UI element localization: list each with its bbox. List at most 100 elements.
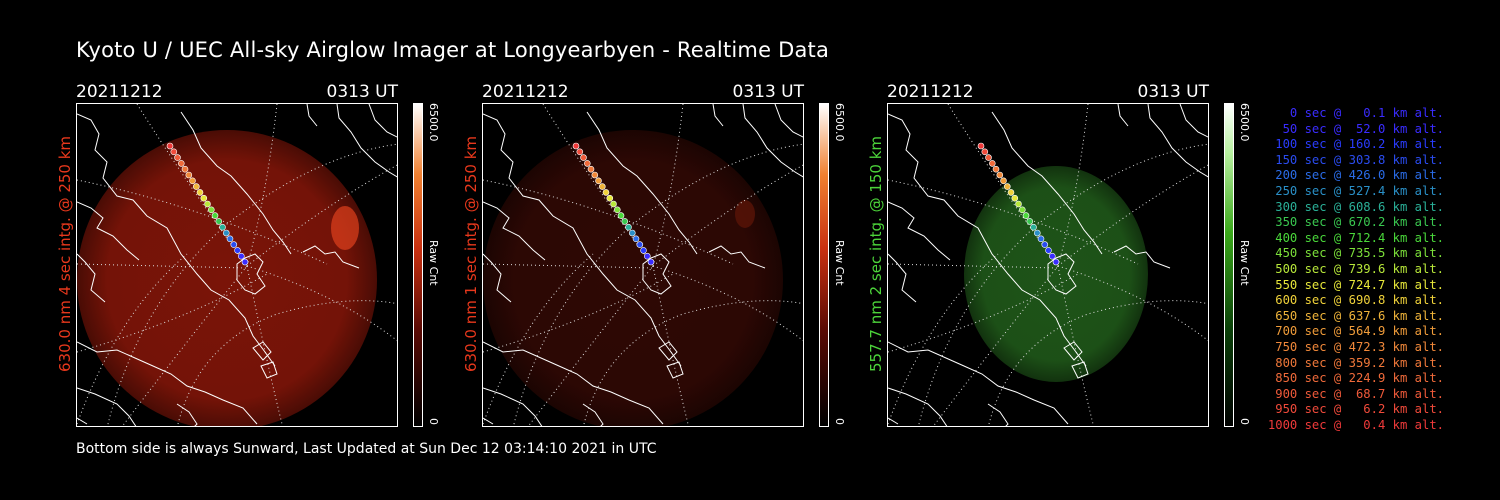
coastline bbox=[483, 201, 546, 261]
coastline bbox=[252, 341, 272, 361]
trajectory-point bbox=[230, 241, 238, 248]
panel-ylabel: 557.7 nm 2 sec intg. @ 150 km bbox=[867, 135, 885, 372]
coastline bbox=[888, 113, 1087, 367]
trajectory-point bbox=[223, 229, 230, 237]
trajectory-point bbox=[636, 241, 644, 248]
trajectory-point bbox=[992, 165, 1000, 173]
legend-entry: 900 sec @ 68.7 km alt. bbox=[1267, 386, 1444, 401]
legend-entry: 950 sec @ 6.2 km alt. bbox=[1267, 402, 1444, 417]
legend-entry: 600 sec @ 690.8 km alt. bbox=[1267, 293, 1444, 308]
panel-date: 20211212 bbox=[482, 82, 569, 102]
grid-line bbox=[917, 143, 1208, 426]
grid-line bbox=[483, 179, 734, 265]
coastline bbox=[180, 111, 292, 255]
coastline bbox=[368, 104, 397, 138]
trajectory-point bbox=[989, 160, 996, 167]
allsky-image bbox=[482, 103, 804, 427]
grid-line bbox=[483, 253, 594, 425]
grid-line bbox=[1057, 164, 1208, 267]
coastline bbox=[888, 341, 1069, 425]
coastline bbox=[483, 113, 682, 367]
legend-entry: 150 sec @ 303.8 km alt. bbox=[1267, 152, 1444, 167]
trajectory-point bbox=[640, 247, 647, 254]
airglow-region bbox=[77, 130, 377, 426]
panel-date: 20211212 bbox=[887, 82, 974, 102]
trajectory-point bbox=[584, 160, 591, 167]
trajectory-point bbox=[211, 212, 219, 219]
trajectory-point bbox=[1000, 177, 1007, 185]
trajectory-point bbox=[610, 200, 617, 208]
coastline bbox=[586, 111, 698, 255]
colorbar bbox=[413, 103, 423, 427]
panel-557-2sec: 20211212 0313 UT 557.7 nm 2 sec intg. @ 15… bbox=[867, 80, 1267, 430]
legend-entry: 800 sec @ 359.2 km alt. bbox=[1267, 355, 1444, 370]
trajectory-point bbox=[621, 218, 629, 225]
trajectory-point bbox=[1034, 229, 1041, 237]
grid-line bbox=[988, 300, 1208, 426]
coastline bbox=[260, 361, 278, 379]
grid-line bbox=[888, 263, 1059, 269]
trajectory-point bbox=[647, 258, 655, 266]
trajectory-point bbox=[996, 171, 1004, 179]
coastline bbox=[1047, 253, 1077, 295]
legend-entry: 700 sec @ 564.9 km alt. bbox=[1267, 324, 1444, 339]
trajectory-point bbox=[644, 252, 651, 260]
legend-entry: 400 sec @ 712.4 km alt. bbox=[1267, 230, 1444, 245]
trajectory-point bbox=[1052, 258, 1060, 266]
trajectory-point bbox=[580, 154, 587, 161]
trajectory-point bbox=[185, 171, 193, 179]
colorbar-min: 0 bbox=[833, 418, 846, 425]
allsky-image bbox=[887, 103, 1209, 427]
trajectory-point bbox=[1015, 200, 1022, 208]
grid-line bbox=[77, 263, 248, 269]
grid-line bbox=[947, 104, 1059, 267]
trajectory-point bbox=[599, 183, 606, 190]
coastline bbox=[991, 111, 1103, 255]
coastline bbox=[483, 253, 512, 303]
coastline bbox=[176, 403, 198, 426]
coastline bbox=[708, 245, 766, 269]
grid-line bbox=[106, 143, 397, 426]
aurora-spot bbox=[735, 200, 755, 228]
coastline bbox=[1117, 104, 1129, 127]
trajectory-point bbox=[1037, 235, 1045, 243]
legend-entry: 250 sec @ 527.4 km alt. bbox=[1267, 183, 1444, 198]
trajectory-point bbox=[1019, 206, 1026, 214]
coastline bbox=[1147, 104, 1208, 178]
grid-line bbox=[177, 300, 397, 426]
page-title: Kyoto U / UEC All-sky Airglow Imager at … bbox=[76, 38, 830, 62]
aurora-spot bbox=[331, 206, 359, 250]
trajectory-point bbox=[1004, 183, 1011, 190]
grid-line bbox=[77, 253, 188, 425]
trajectory-point bbox=[200, 194, 208, 202]
colorbar-min: 0 bbox=[427, 418, 440, 425]
allsky-map bbox=[888, 104, 1208, 426]
coastline bbox=[888, 417, 899, 425]
grid-line bbox=[542, 104, 654, 267]
grid-line bbox=[483, 263, 654, 269]
coastline bbox=[336, 104, 397, 178]
coastline bbox=[888, 387, 948, 426]
coastline bbox=[642, 253, 672, 295]
grid-line bbox=[77, 179, 328, 265]
coastline bbox=[1179, 104, 1208, 138]
coastline bbox=[742, 104, 803, 178]
panel-630-1sec: 20211212 0313 UT 630.0 nm 1 sec intg. @ 25… bbox=[462, 80, 862, 430]
grid-line bbox=[77, 273, 268, 353]
colorbar-min: 0 bbox=[1238, 418, 1251, 425]
trajectory-point bbox=[977, 142, 985, 150]
grid-line bbox=[652, 104, 684, 267]
allsky-image bbox=[76, 103, 398, 427]
allsky-map bbox=[77, 104, 397, 426]
panel-ylabel: 630.0 nm 1 sec intg. @ 250 km bbox=[462, 135, 480, 372]
trajectory-point bbox=[1011, 194, 1019, 202]
trajectory-point bbox=[234, 247, 241, 254]
trajectory-point bbox=[614, 206, 621, 214]
trajectory-point bbox=[1045, 247, 1052, 254]
colorbar-max: 6500.0 bbox=[427, 103, 440, 142]
panel-ylabel: 630.0 nm 4 sec intg. @ 250 km bbox=[56, 135, 74, 372]
trajectory-point bbox=[625, 223, 632, 231]
trajectory-point bbox=[174, 154, 181, 161]
trajectory-point bbox=[595, 177, 602, 185]
trajectory-point bbox=[617, 212, 625, 219]
